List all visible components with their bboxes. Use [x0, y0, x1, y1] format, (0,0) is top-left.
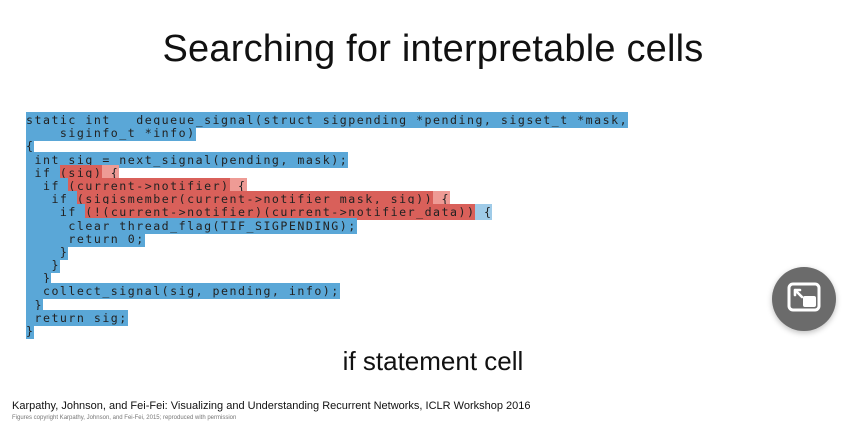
code-token-highlight: (sig) — [59, 164, 103, 181]
figure-caption: if statement cell — [342, 346, 524, 376]
code-token-highlight: (sigismember(current->notifier_mask, sig… — [76, 191, 434, 208]
code-line: int sig = next_signal(pending, mask); — [26, 151, 866, 168]
picture-in-picture-icon — [787, 282, 821, 317]
code-token: } — [26, 323, 35, 339]
code-line: collect_signal(sig, pending, info); — [26, 283, 866, 300]
code-token: collect_signal(sig, pending, info); — [26, 283, 340, 300]
slide-title: Searching for interpretable cells — [162, 28, 704, 70]
code-token: if — [26, 204, 86, 221]
code-line: } — [26, 257, 866, 274]
picture-in-picture-button[interactable] — [772, 267, 836, 331]
code-line: if (current->notifier) { — [26, 177, 866, 194]
code-token-highlight: (!(current->notifier)(current->notifier_… — [85, 204, 476, 221]
code-token: } — [26, 270, 52, 287]
code-token: if — [26, 177, 69, 194]
code-line: if (sig) { — [26, 164, 866, 181]
code-line: } — [26, 270, 866, 287]
code-token-highlight: (current->notifier) — [68, 177, 230, 194]
code-token: { — [26, 138, 35, 155]
code-token: return sig; — [26, 309, 128, 326]
code-token: siginfo_t *info) — [26, 125, 196, 142]
code-line: return sig; — [26, 309, 866, 326]
code-line: } — [26, 323, 866, 339]
code-token: } — [26, 257, 60, 274]
code-token: } — [26, 296, 43, 313]
code-token: { — [102, 164, 120, 181]
code-line: siginfo_t *info) — [26, 125, 866, 142]
code-token: int sig = next_signal(pending, mask); — [26, 151, 349, 168]
code-token: } — [26, 243, 69, 260]
code-line: return 0; — [26, 230, 866, 247]
code-line: static int __dequeue_signal(struct sigpe… — [26, 112, 866, 128]
code-line: clear_thread_flag(TIF_SIGPENDING); — [26, 217, 866, 234]
code-line: } — [26, 243, 866, 260]
copyright-note: Figures copyright Karpathy, Johnson, and… — [12, 415, 237, 421]
code-token: { — [229, 177, 247, 194]
code-line: if (sigismember(current->notifier_mask, … — [26, 191, 866, 208]
code-line: } — [26, 296, 866, 313]
code-token: if — [26, 191, 77, 208]
code-token: { — [475, 204, 493, 221]
code-token: return 0; — [26, 230, 145, 247]
code-line: if (!(current->notifier)(current->notifi… — [26, 204, 866, 221]
citation: Karpathy, Johnson, and Fei-Fei: Visualiz… — [12, 400, 531, 412]
code-visualization: static int __dequeue_signal(struct sigpe… — [26, 112, 866, 339]
code-token: static int __dequeue_signal(struct sigpe… — [26, 112, 629, 128]
code-line: { — [26, 138, 866, 155]
code-token: if — [26, 164, 60, 181]
code-token: clear_thread_flag(TIF_SIGPENDING); — [26, 217, 357, 234]
code-token: { — [433, 191, 451, 208]
